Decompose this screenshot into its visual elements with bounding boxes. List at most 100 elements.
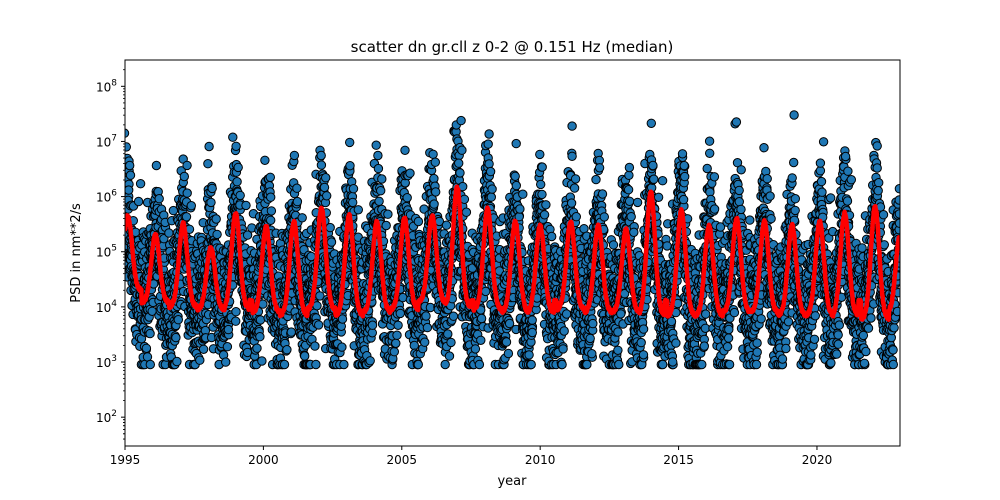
scatter-point <box>232 177 242 187</box>
scatter-point <box>179 171 190 182</box>
scatter-point <box>446 337 456 348</box>
scatter-point <box>381 220 391 231</box>
scatter-point <box>476 313 487 324</box>
scatter-point <box>526 359 536 370</box>
scatter-point <box>524 350 534 360</box>
scatter-point <box>422 322 433 333</box>
scatter-point <box>486 192 496 202</box>
scatter-point <box>322 191 332 201</box>
scatter-point <box>557 359 567 370</box>
scatter-point <box>326 237 337 247</box>
scatter-point <box>133 196 144 207</box>
scatter-point <box>537 189 547 200</box>
scatter-point <box>402 193 412 203</box>
scatter-point <box>260 155 270 166</box>
scatter-point <box>487 184 497 194</box>
scatter-point <box>658 359 668 370</box>
scatter-point <box>582 359 592 370</box>
scatter-point <box>212 229 222 240</box>
scatter-point <box>470 344 481 354</box>
scatter-point <box>316 160 327 170</box>
scatter-point <box>624 170 634 181</box>
scatter-point <box>515 204 525 214</box>
scatter-point <box>391 338 401 348</box>
scatter-point <box>374 196 384 207</box>
scatter-point <box>228 132 238 142</box>
scatter-point <box>648 160 658 171</box>
scatter-point <box>314 320 324 330</box>
scatter-point <box>383 209 393 219</box>
scatter-point <box>266 215 276 226</box>
scatter-point <box>306 251 316 262</box>
scatter-point <box>257 356 267 366</box>
scatter-point <box>173 315 184 325</box>
scatter-point <box>125 160 135 171</box>
scatter-point <box>125 142 131 152</box>
scatter-point <box>337 314 348 324</box>
scatter-point <box>186 201 197 211</box>
scatter-point <box>626 212 636 222</box>
chart-title: scatter dn gr.cll z 0-2 @ 0.151 Hz (medi… <box>351 38 674 56</box>
scatter-point <box>608 240 619 250</box>
scatter-point <box>636 337 646 348</box>
scatter-point <box>286 327 296 337</box>
scatter-point <box>441 220 452 230</box>
scatter-point <box>624 162 635 173</box>
scatter-point <box>632 197 643 208</box>
scatter-point <box>164 228 174 238</box>
scatter-point <box>646 118 656 129</box>
scatter-point <box>377 174 387 184</box>
scatter-point <box>371 140 381 150</box>
scatter-point <box>316 150 326 161</box>
scatter-point <box>420 337 430 347</box>
scatter-point <box>300 351 310 361</box>
scatter-point <box>430 157 440 167</box>
scatter-point <box>195 355 205 365</box>
scatter-point <box>567 151 577 162</box>
scatter-point <box>231 141 241 152</box>
scatter-point <box>389 347 399 357</box>
scatter-point <box>154 194 164 204</box>
scatter-point <box>594 163 605 173</box>
scatter-point <box>624 196 635 207</box>
scatter-point <box>566 198 577 208</box>
scatter-point <box>536 179 546 190</box>
scatter-point <box>376 186 386 196</box>
scatter-point <box>235 190 245 201</box>
scatter-point <box>614 359 624 370</box>
scatter-point <box>569 183 580 193</box>
scatter-point <box>222 342 233 352</box>
scatter-point <box>345 137 355 148</box>
scatter-point <box>348 197 358 208</box>
scatter-point <box>266 192 276 202</box>
scatter-point <box>297 213 307 223</box>
scatter-point <box>289 150 300 161</box>
scatter-point <box>223 324 234 335</box>
scatter-point <box>282 345 292 355</box>
scatter-point <box>429 199 439 209</box>
scatter-point <box>395 308 405 319</box>
scatter-point <box>241 200 251 211</box>
scatter-point <box>588 318 598 329</box>
scatter-point <box>649 174 659 184</box>
scatter-point <box>518 189 528 199</box>
scatter-point <box>680 171 690 182</box>
scatter-point <box>570 174 581 184</box>
scatter-point <box>428 149 438 160</box>
scatter-point <box>265 172 275 183</box>
scatter-point <box>431 187 441 197</box>
scatter-point <box>474 359 485 370</box>
scatter-point <box>252 343 262 353</box>
scatter-point <box>461 207 472 217</box>
scatter-point <box>413 359 423 370</box>
scatter-point <box>527 315 537 325</box>
scatter-point <box>325 222 335 233</box>
scatter-point <box>567 121 577 131</box>
scatter-point <box>413 216 424 227</box>
scatter-point <box>182 160 192 171</box>
scatter-point <box>539 210 550 220</box>
scatter-point <box>125 128 130 138</box>
scatter-point <box>367 320 378 330</box>
scatter-point <box>198 344 209 354</box>
scatter-point <box>172 356 182 367</box>
